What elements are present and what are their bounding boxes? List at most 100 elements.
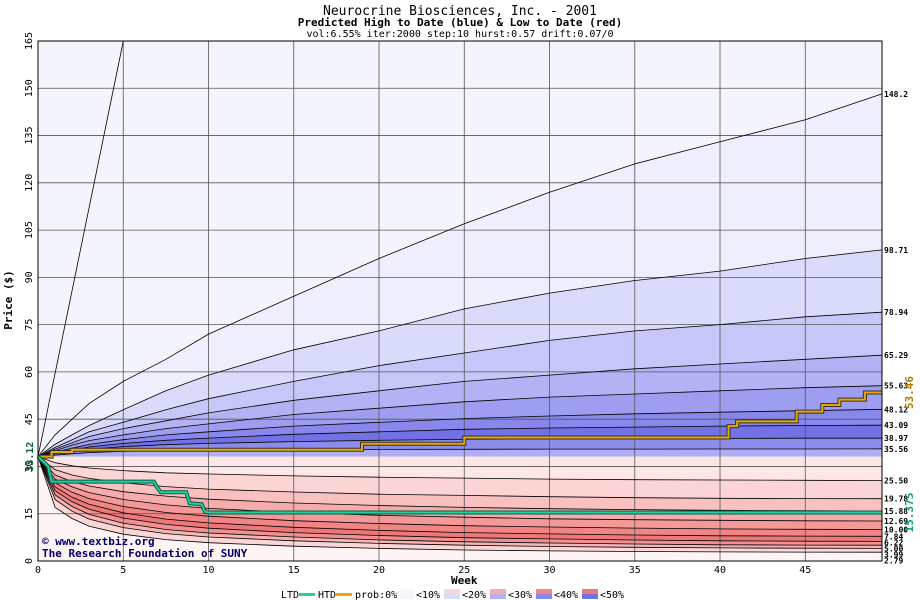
legend-swatch-high-5 [582,594,598,599]
y-axis-ticks: 0 15 30 45 60 75 90 105 120 135 150 165 [24,32,35,564]
chart-subtitle: Predicted High to Date (blue) & Low to D… [298,16,623,29]
band-label-43.09: 43.09 [884,421,908,430]
x-axis-label: Week [451,574,478,587]
boundary-line-48.12 [37,408,883,457]
legend-swatch-low-3 [490,589,506,594]
y-tick-90: 90 [24,271,35,283]
legend-htd-swatch [336,593,352,596]
band-label-25.50: 25.50 [884,477,908,486]
boundary-line-148.2 [37,93,883,457]
band-label-19.78: 19.78 [884,495,908,504]
band-label-78.94: 78.94 [884,308,908,317]
legend-probability-items: <10% <20% <30% <40% <50% [398,589,624,600]
high-band-55.63 [38,385,882,457]
x-tick-15: 15 [288,565,300,576]
x-tick-30: 30 [543,565,555,576]
legend-item-4: <40% [554,590,578,600]
legend: LTD HTD prob:0% <10% <20% <30% <40% <50% [281,589,624,600]
band-label-3.99: 3.99 [884,550,903,559]
plot-frame [37,40,883,562]
legend-swatch-high-3 [490,594,506,599]
watermark: © www.textbiz.org The Research Foundatio… [42,535,248,560]
x-tick-10: 10 [202,565,214,576]
y-tick-60: 60 [24,366,35,378]
band-label-35.56: 35.56 [884,445,908,454]
chart-parameters: vol:6.55% iter:2000 step:10 hurst:0.57 d… [306,29,613,40]
band-label-6.22: 6.22 [884,538,903,547]
band-label-38.97: 38.97 [884,434,908,443]
watermark-org: The Research Foundation of SUNY [42,547,248,560]
x-tick-25: 25 [458,565,470,576]
legend-htd-label: HTD [318,590,336,600]
htd-final-label: 53.46 [903,376,916,409]
legend-swatch-low-1 [398,589,414,594]
legend-swatch-low-4 [536,589,552,594]
extreme-high-line [37,40,124,457]
boundary-line-98.71 [37,249,883,457]
y-tick-135: 135 [24,127,35,145]
boundary-line-7.84 [37,456,883,537]
band-label-10.00: 10.00 [884,525,908,534]
y-axis-label: Price ($) [2,270,15,330]
ltd-line [37,455,882,514]
y-tick-150: 150 [24,79,35,97]
x-tick-20: 20 [373,565,385,576]
legend-item-1: <10% [416,590,440,600]
price-series [36,390,882,515]
legend-item-5: <50% [600,590,624,600]
y-tick-45: 45 [24,413,35,425]
watermark-url: © www.textbiz.org [42,535,155,548]
high-band-48.12 [38,409,882,457]
x-tick-5: 5 [120,565,126,576]
boundary-line-25.50 [37,456,883,482]
legend-swatch-high-2 [444,594,460,599]
boundary-line-5.00 [37,456,883,546]
x-tick-45: 45 [799,565,811,576]
x-axis-ticks: 0 5 10 15 20 25 30 35 40 45 [35,565,811,576]
high-band-65.29 [38,355,882,457]
band-label-48.12: 48.12 [884,405,908,414]
band-label-98.71: 98.71 [884,246,908,255]
boundary-line-78.94 [37,311,883,457]
band-label-2.79: 2.79 [884,556,903,565]
probability-bands [38,41,882,561]
legend-swatch-high-1 [398,594,414,599]
x-tick-40: 40 [714,565,726,576]
start-price-label: 33.12 [25,442,36,472]
boundary-line-10.00 [37,456,883,530]
legend-item-2: <20% [462,590,486,600]
low-band-12.69 [38,456,882,521]
low-band-15.88 [38,456,882,511]
x-tick-35: 35 [629,565,641,576]
band-label-15.88: 15.88 [884,507,908,516]
band-label-7.84: 7.84 [884,532,903,541]
band-label-148.2: 148.2 [884,90,908,99]
x-tick-0: 0 [35,565,41,576]
legend-ltd-swatch [299,593,315,596]
band-label-12.69: 12.69 [884,517,908,526]
boundary-line-55.63 [37,385,883,457]
band-end-labels: 148.2 98.71 78.94 65.29 55.63 48.12 43.09 38.97… [884,90,908,565]
legend-prob-label: prob:0% [355,590,397,600]
y-tick-165: 165 [24,32,35,50]
y-tick-105: 105 [24,221,35,239]
band-label-65.29: 65.29 [884,351,908,360]
legend-swatch-high-4 [536,594,552,599]
legend-ltd-label: LTD [281,590,299,600]
boundary-line-2.79 [37,456,883,553]
legend-swatch-low-2 [444,589,460,594]
high-band-78.94 [38,312,882,457]
htd-line [38,391,882,458]
high-band-43.09 [38,425,882,457]
y-tick-30: 30 [24,460,35,472]
chart-title: Neurocrine Biosciences, Inc. - 2001 [323,4,597,19]
legend-swatch-low-5 [582,589,598,594]
boundary-line-65.29 [37,354,883,457]
boundary-line-6.22 [37,456,883,542]
y-tick-120: 120 [24,174,35,192]
boundary-line-19.78 [37,456,883,500]
ltd-final-label: 15.375 [903,493,916,533]
y-tick-75: 75 [24,319,35,331]
low-band-19.78 [38,456,882,499]
y-tick-15: 15 [24,508,35,520]
